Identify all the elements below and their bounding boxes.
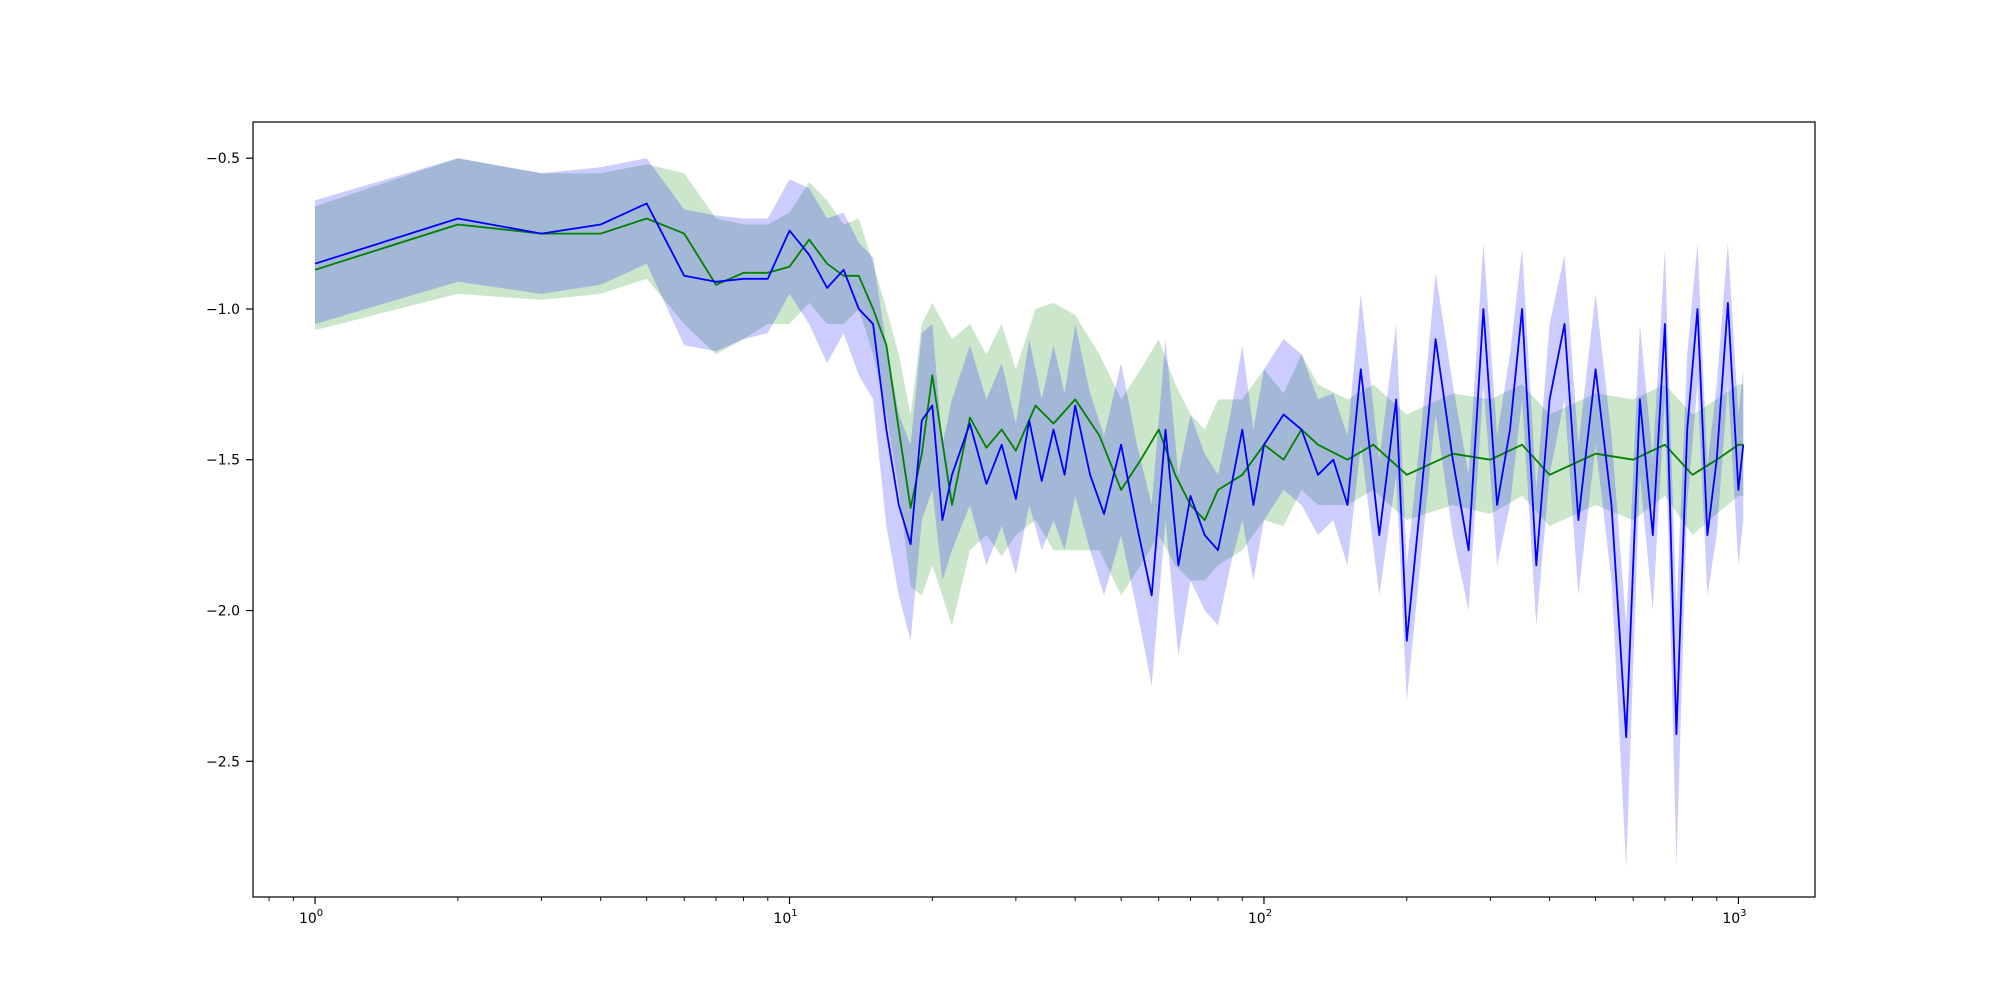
series-1-band <box>315 158 1744 626</box>
y-tick-label-0: −0.5 <box>206 151 240 167</box>
y-axis: −0.5 −1.0 −1.5 −2.0 −2.5 <box>206 151 253 770</box>
series-1-line <box>314 217 1744 521</box>
series-2-line <box>314 202 1745 739</box>
y-tick-label-2: −1.5 <box>206 453 240 469</box>
series-2-band <box>315 158 1744 867</box>
plot-layer <box>314 158 1745 867</box>
x-tick-label-0: 100 <box>299 908 323 927</box>
x-tick-label-2: 102 <box>1248 908 1272 927</box>
x-axis: 100 101 102 103 <box>268 897 1747 927</box>
y-tick-label-1: −1.0 <box>206 302 240 318</box>
y-tick-label-4: −2.5 <box>206 754 240 770</box>
y-tick-label-3: −2.0 <box>206 604 240 620</box>
x-tick-label-1: 101 <box>773 908 797 927</box>
x-tick-label-3: 103 <box>1722 908 1746 927</box>
plot-frame <box>252 121 1816 898</box>
